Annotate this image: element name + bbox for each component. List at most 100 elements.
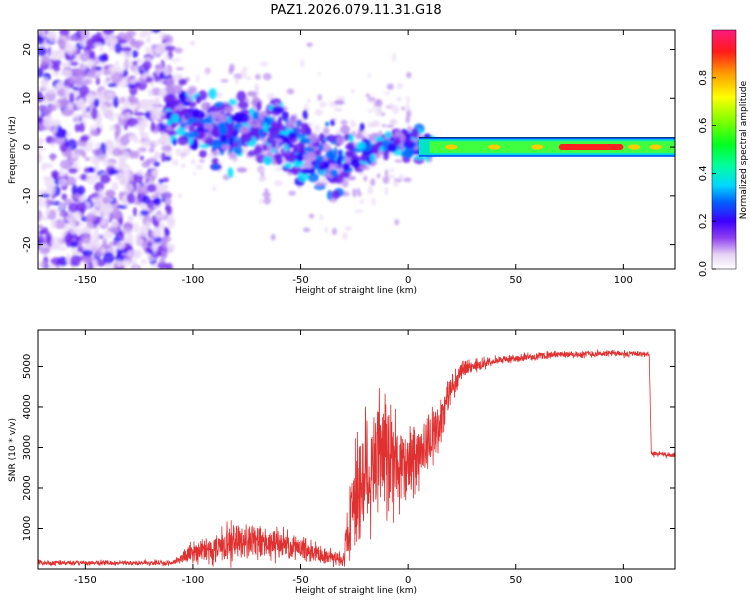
spectrogram-ridge-blob <box>308 147 315 152</box>
spectrogram-blob <box>354 209 363 213</box>
spectrogram-blob <box>85 38 97 50</box>
spectrogram-blob <box>383 91 390 95</box>
spectrogram-ridge-blob <box>263 155 273 166</box>
spectrogram-blob <box>61 109 74 117</box>
spectrogram-ridge-blob <box>183 108 189 116</box>
spectrogram-xlabel: Height of straight line (km) <box>295 286 417 296</box>
spectrogram-blob <box>161 238 168 249</box>
spectrogram-blob <box>118 157 127 167</box>
spectrogram-blob <box>392 105 400 115</box>
spectrogram-blob <box>105 140 115 149</box>
spectrogram-blob <box>401 106 406 111</box>
spectrogram-ridge-blob <box>262 122 268 132</box>
spectrogram-blob <box>95 77 100 86</box>
spectrogram-blob <box>392 52 397 62</box>
spectrogram-blob <box>387 174 396 179</box>
spectrogram-blob <box>172 58 176 64</box>
spectrogram-blob <box>69 240 79 248</box>
spectrogram-band-spot <box>628 144 641 150</box>
spectrogram-blob <box>118 176 129 186</box>
spectrogram-blob <box>66 146 73 159</box>
spectrogram-ridge-blob <box>296 153 304 163</box>
snr-xtick-label: 100 <box>614 575 633 586</box>
spectrogram-blob <box>85 92 95 104</box>
snr-ytick-label: 4000 <box>22 394 33 419</box>
spectrogram-blob <box>45 87 56 94</box>
colorbar-label: Normalized spectral amplitude <box>739 80 749 219</box>
spectrogram-ridge-blob <box>403 148 414 159</box>
spectrogram-blob <box>102 230 114 239</box>
spectrogram-blob <box>133 66 139 77</box>
spectrogram-blob <box>80 173 88 181</box>
spectrogram-blob <box>103 161 115 167</box>
spectrogram-ridge-blob <box>359 154 368 163</box>
spectrogram-ridge-blob <box>238 126 250 134</box>
spectrogram-blob <box>40 193 51 198</box>
spectrogram-blob <box>151 170 158 177</box>
spectrogram-ridge-blob <box>200 101 211 111</box>
spectrogram-blob <box>162 177 170 183</box>
spectrogram-ridge-blob <box>211 157 219 165</box>
spectrogram-blob <box>389 119 398 125</box>
spectrogram-blob <box>155 184 164 193</box>
spectrogram-blob <box>38 151 41 163</box>
spectrogram-ridge-blob <box>274 147 279 155</box>
spectrogram-blob <box>97 111 102 123</box>
spectrogram-ridge-blob <box>411 128 420 137</box>
spectrogram-ridge-blob <box>308 172 320 183</box>
spectrogram-ridge-blob <box>300 168 312 175</box>
spectrogram-blob <box>300 58 305 68</box>
spectrogram-blob <box>38 67 44 78</box>
spectrogram-blob <box>177 193 183 199</box>
spectrogram-ytick-label: 20 <box>22 43 33 56</box>
spectrogram-blob <box>155 44 166 56</box>
snr-ytick-label: 5000 <box>22 354 33 379</box>
spectrogram-blob <box>212 186 217 192</box>
spectrogram-blob <box>90 129 100 137</box>
spectrogram-blob <box>335 130 342 135</box>
spectrogram-blob <box>99 174 111 184</box>
spectrogram-blob <box>119 135 130 146</box>
spectrogram-blob <box>79 64 87 71</box>
spectrogram-blob <box>398 174 404 181</box>
spectrogram-blob <box>307 98 311 103</box>
spectrogram-blob <box>38 114 44 125</box>
spectrogram-blob <box>59 201 65 211</box>
spectrogram-blob <box>38 35 44 45</box>
spectrogram-blob <box>273 180 283 187</box>
spectrogram-ridge-blob <box>256 101 262 112</box>
spectrogram-blob <box>180 154 186 160</box>
spectrogram-blob <box>77 98 86 109</box>
spectrogram-blob <box>108 168 119 175</box>
spectrogram-blob <box>239 69 247 79</box>
spectrogram-blob <box>53 123 58 134</box>
spectrogram-blob <box>313 124 321 133</box>
spectrogram-blob <box>133 172 144 184</box>
spectrogram-ridge-blob <box>212 149 219 156</box>
spectrogram-blob <box>199 159 205 163</box>
spectrogram-blob <box>235 75 239 85</box>
spectrogram-blob <box>90 107 99 120</box>
spectrogram-blob <box>73 113 80 123</box>
spectrogram-blob <box>117 39 128 44</box>
spectrogram-blob <box>142 214 152 226</box>
spectrogram-blob <box>147 88 153 97</box>
spectrogram-ridge-blob <box>254 145 263 155</box>
spectrogram-blob <box>324 226 329 233</box>
spectrogram-ridge-blob <box>233 141 239 148</box>
spectrogram-blob <box>157 261 168 269</box>
spectrogram-ridge-blob <box>188 125 196 133</box>
spectrogram-blob <box>319 214 324 221</box>
spectrogram-ytick-label: 10 <box>22 92 33 105</box>
spectrogram-blob <box>86 241 94 250</box>
spectrogram-blob <box>144 159 151 166</box>
spectrogram-blob <box>371 120 381 127</box>
spectrogram-blob <box>151 87 162 96</box>
spectrogram-blob <box>129 96 139 105</box>
spectrogram-blob <box>115 241 126 250</box>
figure-title: PAZ1.2026.079.11.31.G18 <box>270 3 441 18</box>
spectrogram-ridge-blob <box>284 144 289 152</box>
spectrogram-blob <box>150 112 161 121</box>
spectrogram-ridge-blob <box>163 94 176 104</box>
spectrogram-ridge-blob <box>266 136 274 145</box>
